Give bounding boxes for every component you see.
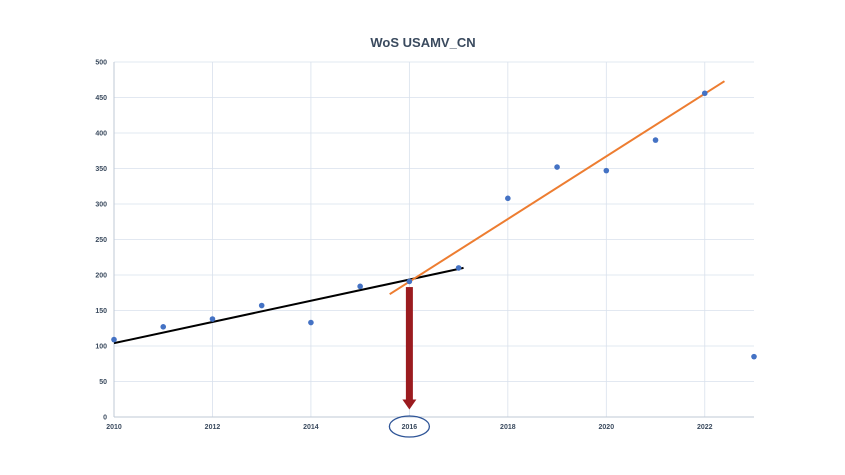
data-point — [603, 167, 610, 174]
data-point — [357, 283, 363, 290]
data-point — [111, 336, 117, 343]
trendline-black — [113, 266, 464, 345]
trendline-orange — [389, 80, 725, 296]
data-point — [751, 353, 757, 360]
y-tick-label: 400 — [95, 131, 107, 138]
y-tick-label: 150 — [95, 308, 107, 315]
x-tick-label: 2016 — [402, 424, 418, 431]
y-tick-label: 50 — [99, 379, 107, 386]
tick-labels: 0 50 100 150 200 250 300 350 400 450 500 2010 2012 20… — [95, 60, 712, 432]
data-point — [554, 164, 560, 170]
y-tick-label: 100 — [95, 344, 107, 351]
data-points — [111, 90, 757, 360]
data-point — [505, 195, 511, 202]
arrow-head — [402, 399, 417, 410]
y-tick-label: 450 — [95, 95, 107, 102]
y-tick-label: 0 — [103, 415, 107, 422]
chart-title: WoS USAMV_CN — [370, 35, 475, 50]
data-point — [308, 319, 314, 326]
data-point — [406, 278, 413, 285]
data-point — [455, 265, 462, 271]
data-point — [701, 90, 708, 97]
arrow-annotation — [402, 287, 417, 410]
x-tick-label: 2014 — [303, 424, 319, 431]
y-tick-label: 350 — [95, 166, 107, 173]
grid — [114, 61, 754, 417]
x-tick-label: 2020 — [599, 424, 615, 431]
axes — [113, 62, 754, 418]
data-point — [209, 316, 216, 322]
y-tick-label: 300 — [95, 202, 107, 209]
trendlines — [113, 80, 725, 345]
annotations — [388, 287, 431, 438]
data-point — [652, 137, 659, 143]
x-tick-label: 2010 — [106, 424, 122, 431]
highlight-ellipse — [388, 415, 431, 438]
arrow-shaft — [405, 287, 413, 401]
data-point — [258, 302, 265, 309]
y-tick-label: 500 — [95, 60, 107, 67]
data-point — [160, 324, 167, 330]
y-tick-label: 250 — [95, 237, 107, 244]
x-tick-label: 2012 — [205, 424, 221, 431]
x-tick-label: 2022 — [697, 424, 713, 431]
x-tick-label: 2018 — [500, 424, 516, 431]
y-tick-label: 200 — [95, 273, 107, 280]
